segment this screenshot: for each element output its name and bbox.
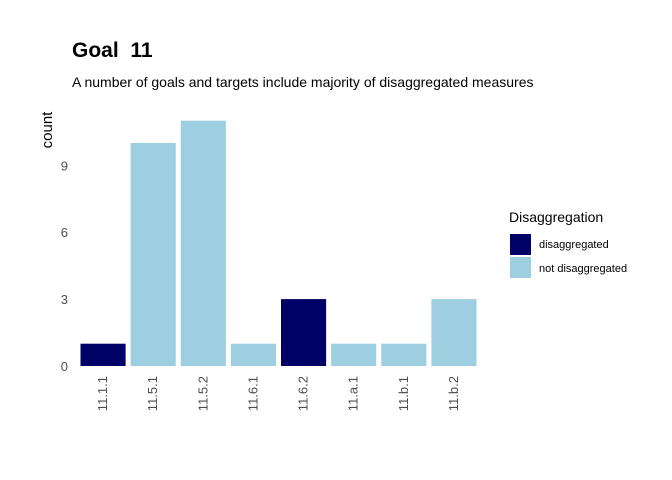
x-axis-ticks: 11.1.1 11.5.1 11.5.2 11.6.1 11.6.2 11.a.1 11.b… <box>95 376 461 411</box>
x-tick-label: 11.a.1 <box>346 376 361 411</box>
y-tick-label: 3 <box>61 292 68 307</box>
x-tick-label: 11.5.1 <box>145 376 160 411</box>
y-axis-ticks: 0 3 6 9 <box>61 158 68 374</box>
bar-11.1.1 <box>80 343 126 366</box>
x-tick-label: 11.6.2 <box>296 376 311 411</box>
bar-11.6.2 <box>281 299 327 366</box>
y-tick-label: 9 <box>61 158 68 173</box>
legend-title: Disaggregation <box>509 209 603 225</box>
x-tick-label: 11.b.1 <box>396 376 411 411</box>
bar-11.b.1 <box>381 343 427 366</box>
legend-swatch-not-disaggregated <box>510 257 531 278</box>
x-tick-label: 11.b.2 <box>446 376 461 411</box>
x-tick-label: 11.1.1 <box>95 376 110 411</box>
chart-subtitle: A number of goals and targets include ma… <box>72 74 534 90</box>
y-axis-label: count <box>39 111 56 149</box>
bar-11.6.1 <box>230 343 276 366</box>
x-tick-label: 11.5.2 <box>195 376 210 411</box>
y-tick-label: 0 <box>61 359 68 374</box>
bar-11.a.1 <box>331 343 377 366</box>
legend-swatch-disaggregated <box>510 234 531 255</box>
legend-label-not-disaggregated: not disaggregated <box>539 263 627 275</box>
bar-11.5.1 <box>130 143 176 366</box>
legend-label-disaggregated: disaggregated <box>539 239 609 251</box>
bar-11.b.2 <box>431 299 477 366</box>
x-tick-label: 11.6.1 <box>245 376 260 411</box>
legend: Disaggregation disaggregated not disaggr… <box>509 209 627 278</box>
bars <box>80 120 477 366</box>
y-tick-label: 6 <box>61 225 68 240</box>
bar-11.5.2 <box>180 120 226 366</box>
chart-title: Goal 11 <box>72 39 153 62</box>
